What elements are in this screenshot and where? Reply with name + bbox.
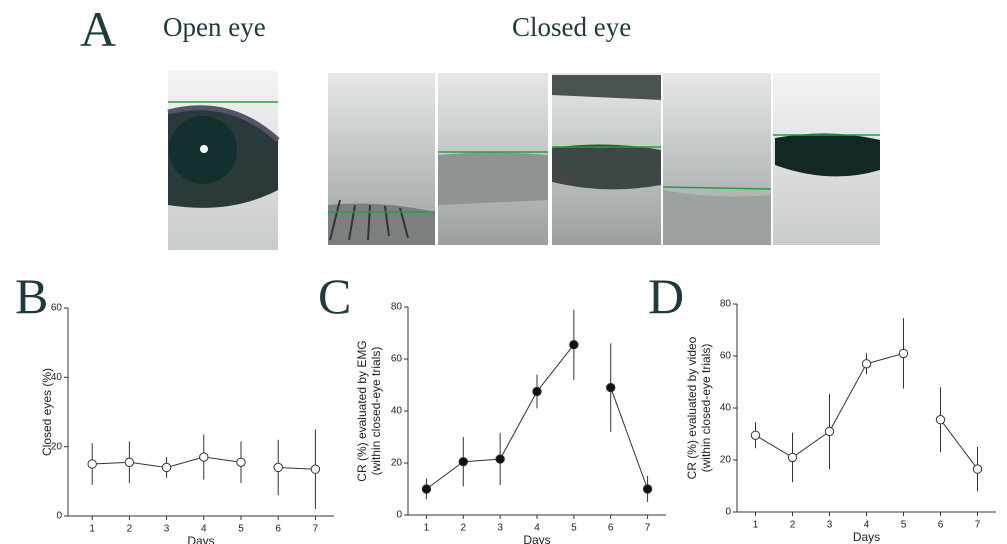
x-tick-label: 2 — [127, 524, 133, 535]
x-tick-label: 3 — [827, 520, 833, 531]
marker — [124, 457, 135, 467]
marker — [532, 386, 542, 397]
y-axis-label: Closed eyes (%) — [40, 368, 54, 456]
x-tick-label: 6 — [608, 523, 614, 534]
x-tick-label: 7 — [975, 520, 981, 531]
series-line — [610, 387, 649, 490]
marker — [824, 426, 835, 437]
x-axis-label: Days — [523, 533, 550, 544]
series-line — [278, 466, 316, 470]
x-axis-label: Days — [853, 530, 880, 544]
x-axis-label: Days — [187, 534, 214, 544]
marker — [935, 415, 946, 425]
y-tick-label: 60 — [391, 354, 403, 365]
x-tick-label: 5 — [238, 524, 244, 535]
y-tick-label: 60 — [720, 351, 732, 362]
panel-letter: C — [318, 268, 351, 324]
open-eye-photo — [167, 70, 280, 250]
y-axis-label: CR (%) evaluated by video — [685, 336, 699, 479]
y-tick-label: 80 — [391, 302, 403, 313]
x-tick-label: 4 — [864, 520, 870, 531]
x-tick-label: 2 — [461, 523, 467, 534]
x-tick-label: 5 — [571, 523, 577, 534]
x-tick-label: 7 — [313, 524, 319, 535]
x-tick-label: 4 — [201, 524, 207, 535]
marker — [750, 430, 761, 440]
y-tick-label: 0 — [56, 511, 62, 522]
marker — [898, 348, 909, 359]
marker — [273, 462, 283, 473]
y-tick-label: 0 — [396, 510, 402, 521]
y-tick-label: 20 — [51, 441, 63, 452]
x-tick-label: 6 — [938, 520, 944, 531]
y-tick-label: 0 — [725, 507, 731, 518]
series-line — [940, 419, 978, 470]
marker — [421, 484, 432, 494]
x-tick-label: 3 — [164, 524, 170, 535]
marker — [87, 459, 97, 469]
x-tick-label: 6 — [275, 524, 281, 535]
x-tick-label: 2 — [790, 520, 796, 531]
x-tick-label: 5 — [901, 520, 907, 531]
x-tick-label: 1 — [424, 523, 430, 534]
caption: Closed eye — [512, 12, 631, 42]
y-tick-label: 40 — [51, 372, 63, 383]
marker — [458, 457, 468, 467]
y-tick-label: 20 — [391, 458, 403, 469]
panel-letter: A — [80, 1, 116, 57]
marker — [161, 462, 172, 473]
marker — [495, 454, 505, 464]
panel-letter: D — [648, 268, 684, 324]
y-tick-label: 60 — [51, 303, 63, 314]
y-tick-label: 20 — [720, 455, 732, 466]
x-tick-label: 3 — [497, 523, 503, 534]
closed-eye-photo — [328, 73, 880, 245]
marker — [606, 382, 616, 393]
y-axis-label: CR (%) evaluated by EMG — [355, 340, 369, 481]
y-tick-label: 40 — [720, 403, 732, 414]
marker — [310, 464, 321, 474]
marker — [861, 359, 872, 369]
marker — [236, 457, 246, 467]
marker — [972, 464, 983, 474]
x-tick-label: 1 — [89, 524, 95, 535]
x-tick-label: 7 — [645, 523, 651, 534]
y-tick-label: 40 — [391, 406, 403, 417]
marker — [199, 452, 209, 462]
marker — [642, 484, 653, 494]
x-tick-label: 1 — [753, 520, 759, 531]
y-axis-label: (within closed-eye trials) — [369, 347, 383, 476]
marker — [569, 340, 579, 350]
x-tick-label: 4 — [534, 523, 540, 534]
caption: Open eye — [163, 12, 266, 42]
panel-letter: B — [15, 268, 48, 324]
y-axis-label: (within closed-eye trials) — [699, 344, 713, 473]
marker — [787, 452, 798, 463]
y-tick-label: 80 — [720, 299, 732, 310]
